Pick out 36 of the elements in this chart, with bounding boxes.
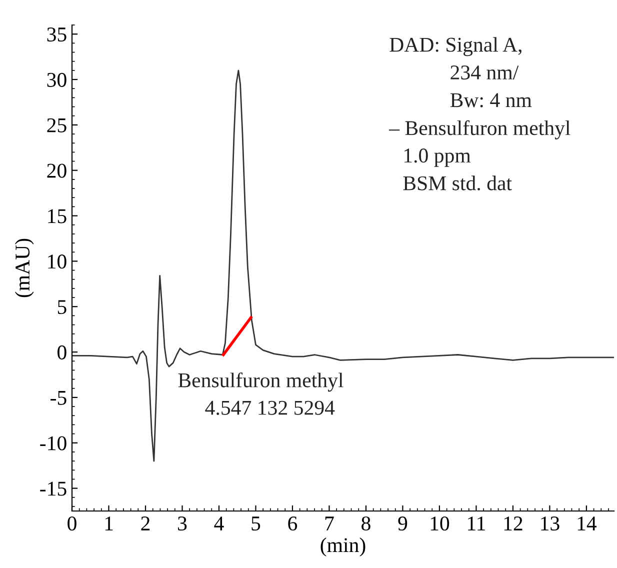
y-tick-label: 25 — [47, 118, 66, 132]
annotation: Bw: 4 nm — [450, 93, 532, 108]
x-tick-label: 3 — [178, 516, 187, 531]
y-tick-label: 5 — [58, 300, 66, 314]
y-tick-label: -5 — [50, 391, 66, 405]
annotation: 4.547 132 5294 — [205, 400, 335, 415]
x-tick-label: 12 — [504, 516, 522, 530]
y-axis-title: (mAU) — [14, 238, 34, 298]
annotation: BSM std. dat — [403, 176, 512, 190]
y-tick-label: 35 — [47, 28, 66, 42]
annotation: 1.0 ppm — [404, 148, 471, 167]
y-tick-label: 10 — [48, 254, 66, 269]
y-tick-label: 30 — [47, 72, 66, 87]
y-tick-label: 0 — [58, 345, 66, 360]
x-tick-label: 4 — [214, 516, 224, 530]
x-tick-label: 7 — [325, 516, 334, 530]
x-tick-label: 6 — [288, 516, 298, 531]
y-tick-label: 15 — [48, 209, 66, 224]
x-tick-label: 13 — [541, 516, 560, 531]
annotation: Bensulfuron methyl — [178, 372, 344, 392]
x-tick-label: 10 — [430, 516, 450, 531]
x-tick-label: 14 — [578, 516, 597, 530]
x-tick-label: 1 — [105, 516, 113, 530]
x-tick-label: 9 — [398, 516, 408, 531]
y-tick-label: -10 — [40, 436, 66, 450]
x-tick-label: 8 — [362, 516, 370, 531]
x-axis-title: (min) — [320, 538, 366, 556]
x-tick-label: 0 — [68, 516, 76, 531]
y-tick-label: -15 — [40, 482, 66, 496]
annotation: DAD: Signal A, — [390, 37, 522, 56]
x-tick-label: 11 — [468, 516, 485, 530]
x-tick-label: 5 — [252, 516, 260, 531]
x-tick-label: 2 — [141, 516, 150, 530]
annotation: 234 nm/ — [450, 66, 519, 80]
y-tick-label: 20 — [47, 164, 66, 178]
annotation: – Bensulfuron methyl — [388, 120, 570, 140]
